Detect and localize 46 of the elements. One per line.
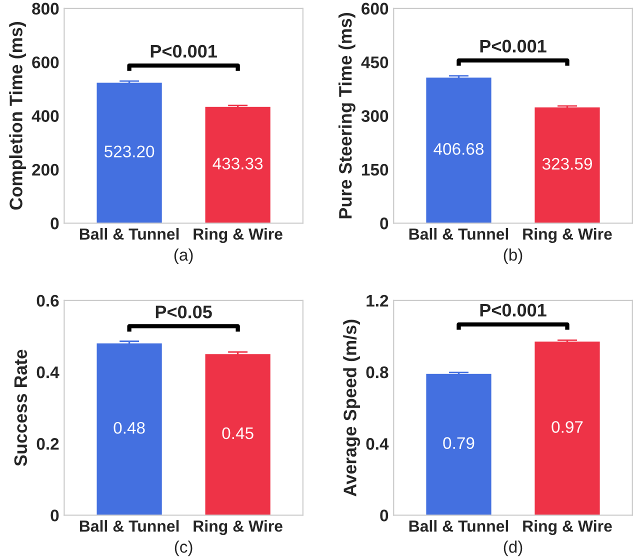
data-label: 523.20 bbox=[104, 146, 154, 158]
y-tick-label: 0.4 bbox=[36, 366, 60, 378]
y-axis-title: Average Speed (m/s) bbox=[343, 320, 360, 496]
y-tick-label: 0 bbox=[50, 218, 59, 230]
x-tick-label: Ball & Tunnel bbox=[409, 520, 508, 532]
data-label: 323.59 bbox=[542, 158, 592, 170]
annotation: P<0.001 bbox=[150, 44, 217, 58]
x-tick-label: Ball & Tunnel bbox=[80, 520, 179, 532]
x-tick-label: Ball & Tunnel bbox=[80, 228, 179, 240]
annotation: P<0.05 bbox=[156, 306, 212, 318]
y-tick-label: 200 bbox=[32, 164, 59, 176]
data-label: 433.33 bbox=[212, 158, 263, 170]
y-tick-label: 400 bbox=[32, 110, 59, 122]
y-tick-label: 0 bbox=[380, 510, 388, 522]
data-label: 406.68 bbox=[434, 143, 484, 155]
data-label: 0.48 bbox=[114, 422, 145, 434]
y-tick-label: 0 bbox=[50, 510, 59, 522]
x-tick-label: Ring & Wire bbox=[194, 520, 282, 536]
annotation: P<0.001 bbox=[480, 40, 546, 53]
x-tick-label: Ring & Wire bbox=[194, 228, 282, 243]
y-tick-label: 0.2 bbox=[36, 438, 59, 450]
y-tick-label: 600 bbox=[362, 2, 388, 15]
y-axis-title: Completion Time (ms) bbox=[9, 22, 26, 210]
y-tick-label: 800 bbox=[32, 2, 59, 15]
x-tick-label: Ball & Tunnel bbox=[409, 228, 508, 240]
y-tick-label: 0.4 bbox=[366, 438, 389, 450]
data-label: 0.97 bbox=[552, 421, 583, 433]
y-axis-title: Pure Steering Time (ms) bbox=[338, 12, 356, 218]
x-axis-title: (a) bbox=[174, 248, 193, 264]
y-tick-label: 450 bbox=[361, 56, 388, 68]
y-tick-label: 300 bbox=[361, 110, 388, 122]
x-axis-title: (b) bbox=[504, 248, 522, 264]
data-label: 0.79 bbox=[443, 437, 474, 449]
y-tick-label: 0.8 bbox=[366, 366, 388, 378]
x-axis-title: (d) bbox=[504, 540, 522, 556]
y-tick-label: 0.6 bbox=[36, 294, 59, 307]
y-tick-label: 600 bbox=[32, 56, 59, 68]
annotation: P<0.001 bbox=[480, 304, 546, 317]
data-label: 0.45 bbox=[222, 427, 254, 440]
x-tick-label: Ring & Wire bbox=[523, 228, 612, 243]
x-tick-label: Ring & Wire bbox=[523, 520, 612, 536]
y-axis-title: Success Rate bbox=[14, 350, 28, 466]
x-axis-title: (c) bbox=[174, 540, 192, 556]
y-tick-label: 0 bbox=[380, 218, 388, 230]
y-tick-label: 1.2 bbox=[366, 294, 388, 306]
y-tick-label: 150 bbox=[362, 164, 388, 176]
